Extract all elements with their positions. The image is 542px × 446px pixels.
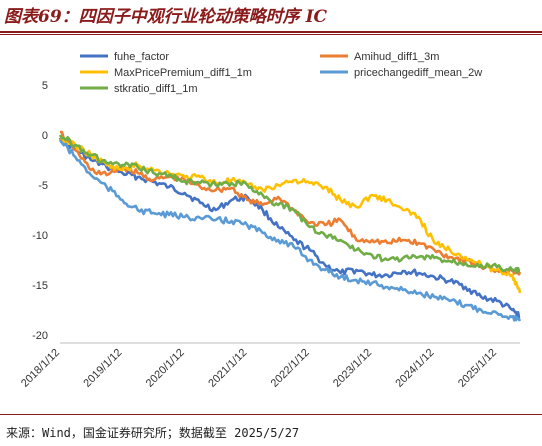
x-tick-label: 2022/1/12: [269, 347, 312, 390]
line-chart: 5 0 -5 -10 -15 -20 2018/1/12 2019/1/12 2020/1/12…: [19, 51, 522, 390]
x-tick-label: 2020/1/12: [144, 347, 187, 390]
title-rule-thin: [0, 34, 542, 35]
source-rule: [0, 414, 542, 415]
y-tick-label: -10: [32, 230, 48, 242]
y-tick-label: -15: [32, 280, 48, 292]
y-tick-label: 5: [42, 80, 48, 92]
legend-label: pricechangediff_mean_2w: [354, 67, 482, 79]
legend-label: Amihud_diff1_3m: [354, 51, 439, 63]
series-line-MaxPricePremium_diff1_1m: [59, 138, 522, 294]
y-tick-label: -20: [32, 330, 48, 342]
title-rule: [0, 31, 542, 33]
legend-label: fuhe_factor: [114, 51, 169, 63]
series-line-pricechangediff_mean_2w: [58, 139, 522, 322]
legend-label: stkratio_diff1_1m: [114, 83, 198, 95]
figure-header: 图表69：四因子中观行业轮动策略时序 IC: [0, 0, 542, 38]
source-note: 来源：Wind，国金证券研究所；数据截至 2025/5/27: [6, 426, 300, 440]
x-tick-label: 2023/1/12: [331, 347, 374, 390]
x-tick-label: 2019/1/12: [81, 347, 124, 390]
chart-area: 5 0 -5 -10 -15 -20 2018/1/12 2019/1/12 2020/1/12…: [0, 40, 542, 412]
x-tick-label: 2018/1/12: [19, 347, 62, 390]
legend-label: MaxPricePremium_diff1_1m: [114, 67, 252, 79]
y-tick-label: 0: [42, 130, 48, 142]
y-tick-label: -5: [38, 180, 48, 192]
series-line-stkratio_diff1_1m: [58, 134, 521, 275]
x-tick-label: 2025/1/12: [456, 347, 499, 390]
x-tick-label: 2021/1/12: [206, 347, 249, 390]
series-line-fuhe_factor: [58, 137, 521, 319]
x-tick-label: 2024/1/12: [393, 347, 436, 390]
figure-title: 图表69：四因子中观行业轮动策略时序 IC: [4, 7, 328, 27]
